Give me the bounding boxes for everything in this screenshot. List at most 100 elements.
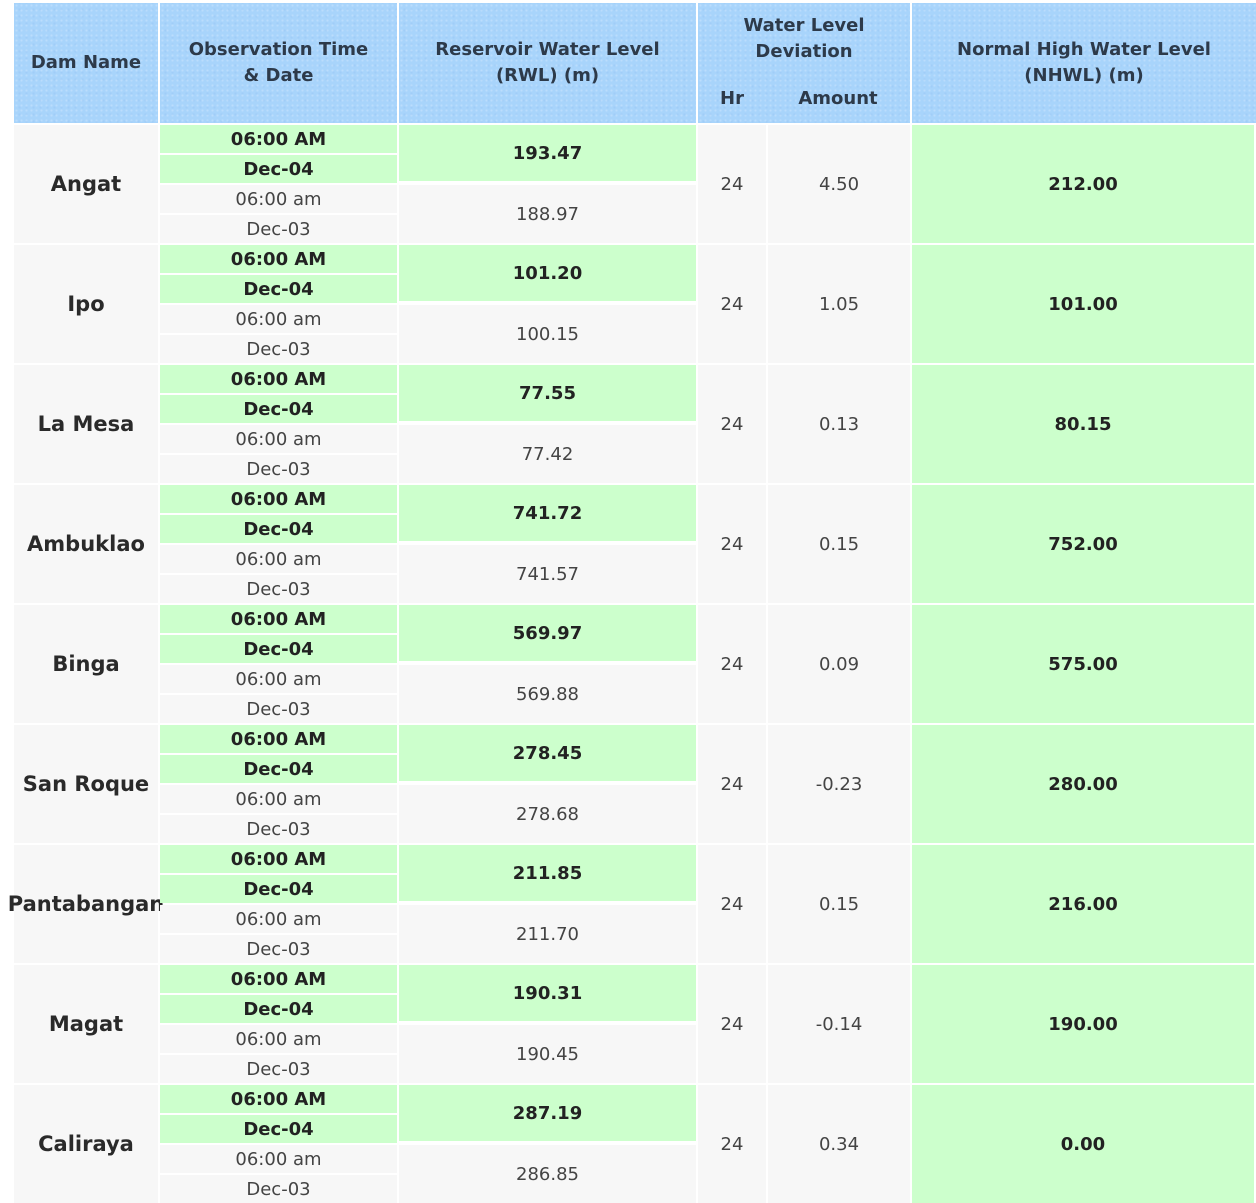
observation-cell: 06:00 AM Dec-04 06:00 am Dec-03	[160, 365, 397, 483]
previous-rwl: 286.85	[399, 1145, 696, 1203]
deviation-amount: 1.05	[768, 245, 910, 363]
previous-time: 06:00 am	[160, 185, 397, 213]
previous-date: Dec-03	[160, 1175, 397, 1203]
deviation-hr: 24	[698, 605, 766, 723]
current-date: Dec-04	[160, 395, 397, 423]
deviation-hr: 24	[698, 725, 766, 843]
rwl-cell: 278.45 278.68	[399, 725, 696, 843]
header-deviation-sub: Hr Amount	[698, 75, 910, 123]
current-time: 06:00 AM	[160, 605, 397, 633]
current-rwl: 287.19	[399, 1085, 696, 1141]
table-row: Binga 06:00 AM Dec-04 06:00 am Dec-03 56…	[14, 605, 1256, 723]
header-nhwl: Normal High Water Level (NHWL) (m)	[912, 3, 1256, 123]
nhwl-value: 0.00	[912, 1085, 1254, 1203]
previous-date: Dec-03	[160, 935, 397, 963]
previous-time: 06:00 am	[160, 305, 397, 333]
deviation-hr: 24	[698, 845, 766, 963]
observation-cell: 06:00 AM Dec-04 06:00 am Dec-03	[160, 485, 397, 603]
current-rwl: 190.31	[399, 965, 696, 1021]
table-row: La Mesa 06:00 AM Dec-04 06:00 am Dec-03 …	[14, 365, 1256, 483]
header-deviation-group: Water Level Deviation Hr Amount	[698, 3, 910, 123]
observation-cell: 06:00 AM Dec-04 06:00 am Dec-03	[160, 1085, 397, 1203]
previous-rwl: 741.57	[399, 545, 696, 603]
rwl-cell: 287.19 286.85	[399, 1085, 696, 1203]
dam-name: Ambuklao	[14, 485, 158, 603]
header-hr: Hr	[720, 88, 744, 109]
rwl-cell: 741.72 741.57	[399, 485, 696, 603]
deviation-amount: 0.09	[768, 605, 910, 723]
nhwl-value: 101.00	[912, 245, 1254, 363]
header-observation: Observation Time & Date	[160, 3, 397, 123]
deviation-hr: 24	[698, 1085, 766, 1203]
dam-name: Caliraya	[14, 1085, 158, 1203]
table-row: Angat 06:00 AM Dec-04 06:00 am Dec-03 19…	[14, 125, 1256, 243]
table-row: Pantabangan 06:00 AM Dec-04 06:00 am Dec…	[8, 845, 1256, 963]
table-row: Caliraya 06:00 AM Dec-04 06:00 am Dec-03…	[14, 1085, 1256, 1203]
previous-time: 06:00 am	[160, 1145, 397, 1173]
table-row: Ipo 06:00 AM Dec-04 06:00 am Dec-03 101.…	[14, 245, 1256, 363]
header-dam-name: Dam Name	[14, 3, 158, 123]
nhwl-value: 216.00	[912, 845, 1254, 963]
table-row: San Roque 06:00 AM Dec-04 06:00 am Dec-0…	[14, 725, 1256, 843]
previous-rwl: 188.97	[399, 185, 696, 243]
dam-name: Magat	[14, 965, 158, 1083]
previous-time: 06:00 am	[160, 545, 397, 573]
previous-rwl: 569.88	[399, 665, 696, 723]
nhwl-value: 212.00	[912, 125, 1254, 243]
current-time: 06:00 AM	[160, 365, 397, 393]
table-row: Ambuklao 06:00 AM Dec-04 06:00 am Dec-03…	[14, 485, 1256, 603]
dam-name: Pantabangan	[8, 845, 164, 963]
current-rwl: 278.45	[399, 725, 696, 781]
table-body: Angat 06:00 AM Dec-04 06:00 am Dec-03 19…	[8, 125, 1256, 1203]
deviation-amount: 0.15	[768, 485, 910, 603]
previous-date: Dec-03	[160, 815, 397, 843]
deviation-hr: 24	[698, 365, 766, 483]
dam-water-level-table: Dam Name Observation Time & Date Reservo…	[8, 3, 1256, 1203]
previous-date: Dec-03	[160, 695, 397, 723]
previous-time: 06:00 am	[160, 785, 397, 813]
rwl-cell: 569.97 569.88	[399, 605, 696, 723]
dam-name: Ipo	[14, 245, 158, 363]
observation-cell: 06:00 AM Dec-04 06:00 am Dec-03	[160, 965, 397, 1083]
deviation-hr: 24	[698, 485, 766, 603]
nhwl-value: 752.00	[912, 485, 1254, 603]
deviation-hr: 24	[698, 125, 766, 243]
nhwl-value: 280.00	[912, 725, 1254, 843]
current-time: 06:00 AM	[160, 1085, 397, 1113]
previous-rwl: 100.15	[399, 305, 696, 363]
nhwl-value: 575.00	[912, 605, 1254, 723]
current-rwl: 569.97	[399, 605, 696, 661]
observation-cell: 06:00 AM Dec-04 06:00 am Dec-03	[160, 245, 397, 363]
deviation-amount: 0.15	[768, 845, 910, 963]
current-rwl: 741.72	[399, 485, 696, 541]
previous-rwl: 190.45	[399, 1025, 696, 1083]
dam-name: Angat	[14, 125, 158, 243]
previous-date: Dec-03	[160, 1055, 397, 1083]
rwl-cell: 193.47 188.97	[399, 125, 696, 243]
dam-name: Binga	[14, 605, 158, 723]
header-amount: Amount	[798, 88, 878, 109]
previous-date: Dec-03	[160, 455, 397, 483]
table-header: Dam Name Observation Time & Date Reservo…	[14, 3, 1256, 123]
current-date: Dec-04	[160, 155, 397, 183]
current-rwl: 101.20	[399, 245, 696, 301]
observation-cell: 06:00 AM Dec-04 06:00 am Dec-03	[160, 725, 397, 843]
header-rwl: Reservoir Water Level (RWL) (m)	[399, 3, 696, 123]
deviation-amount: 0.13	[768, 365, 910, 483]
observation-cell: 06:00 AM Dec-04 06:00 am Dec-03	[160, 845, 397, 963]
deviation-amount: 4.50	[768, 125, 910, 243]
table-row: Magat 06:00 AM Dec-04 06:00 am Dec-03 19…	[14, 965, 1256, 1083]
nhwl-value: 80.15	[912, 365, 1254, 483]
previous-rwl: 77.42	[399, 425, 696, 483]
deviation-amount: -0.23	[768, 725, 910, 843]
rwl-cell: 101.20 100.15	[399, 245, 696, 363]
current-date: Dec-04	[160, 515, 397, 543]
rwl-cell: 77.55 77.42	[399, 365, 696, 483]
nhwl-value: 190.00	[912, 965, 1254, 1083]
dam-name: La Mesa	[14, 365, 158, 483]
deviation-amount: 0.34	[768, 1085, 910, 1203]
current-time: 06:00 AM	[160, 245, 397, 273]
deviation-amount: -0.14	[768, 965, 910, 1083]
rwl-cell: 190.31 190.45	[399, 965, 696, 1083]
current-time: 06:00 AM	[160, 125, 397, 153]
